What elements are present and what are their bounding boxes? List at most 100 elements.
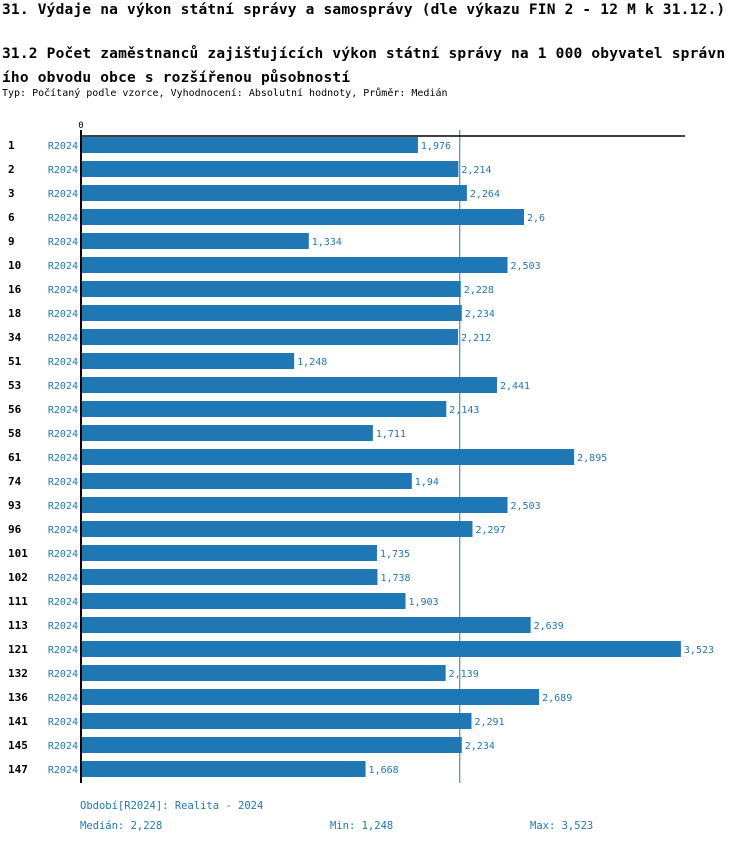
bar <box>82 569 378 585</box>
series-label: R2024 <box>48 573 78 584</box>
category-label: 51 <box>8 355 22 368</box>
value-label: 2,143 <box>449 405 479 416</box>
page-title: 31. Výdaje na výkon státní správy a samo… <box>2 2 726 18</box>
bar <box>82 329 459 345</box>
value-label: 3,523 <box>684 645 714 656</box>
bar <box>82 233 309 249</box>
series-label: R2024 <box>48 237 78 248</box>
category-label: 113 <box>8 619 28 632</box>
bar <box>82 713 472 729</box>
chart-title-line-2: ího obvodu obce s rozšířenou působností <box>2 70 351 86</box>
value-label: 2,503 <box>511 501 541 512</box>
value-label: 1,738 <box>380 573 410 584</box>
value-label: 2,214 <box>461 165 491 176</box>
series-label: R2024 <box>48 477 78 488</box>
series-label: R2024 <box>48 597 78 608</box>
category-label: 3 <box>8 187 15 200</box>
bar <box>82 497 508 513</box>
chart-title-line-1: 31.2 Počet zaměstnanců zajišťujících výk… <box>2 46 726 62</box>
series-label: R2024 <box>48 357 78 368</box>
category-label: 74 <box>8 475 22 488</box>
bar <box>82 257 508 273</box>
category-label: 136 <box>8 691 28 704</box>
value-label: 1,668 <box>369 765 399 776</box>
value-label: 1,976 <box>421 141 451 152</box>
category-label: 101 <box>8 547 28 560</box>
series-label: R2024 <box>48 693 78 704</box>
bar-chart: 1 R2024 1,976 2 R2024 2,214 3 R2024 2,264 6 R2024 2… <box>8 121 714 783</box>
category-label: 56 <box>8 403 22 416</box>
value-label: 2,234 <box>465 309 495 320</box>
series-label: R2024 <box>48 741 78 752</box>
series-label: R2024 <box>48 645 78 656</box>
bar <box>82 449 575 465</box>
series-label: R2024 <box>48 213 78 224</box>
category-label: 145 <box>8 739 28 752</box>
series-label: R2024 <box>48 333 78 344</box>
bar <box>82 641 681 657</box>
series-label: R2024 <box>48 765 78 776</box>
bar <box>82 617 531 633</box>
value-label: 1,711 <box>376 429 406 440</box>
value-label: 2,291 <box>474 717 504 728</box>
value-label: 2,689 <box>542 693 572 704</box>
bar <box>82 737 462 753</box>
category-label: 96 <box>8 523 22 536</box>
category-label: 34 <box>8 331 22 344</box>
series-label: R2024 <box>48 669 78 680</box>
bar <box>82 353 295 369</box>
value-label: 2,228 <box>464 285 494 296</box>
value-label: 2,234 <box>465 741 495 752</box>
category-label: 102 <box>8 571 28 584</box>
value-label: 2,639 <box>534 621 564 632</box>
value-label: 1,334 <box>312 237 342 248</box>
series-label: R2024 <box>48 309 78 320</box>
series-label: R2024 <box>48 501 78 512</box>
bar <box>82 305 462 321</box>
series-label: R2024 <box>48 525 78 536</box>
category-label: 111 <box>8 595 28 608</box>
bar <box>82 401 447 417</box>
chart-title: 31.2 Počet zaměstnanců zajišťujících výk… <box>2 42 725 90</box>
value-label: 1,248 <box>297 357 327 368</box>
value-label: 2,441 <box>500 381 530 392</box>
category-label: 121 <box>8 643 28 656</box>
series-label: R2024 <box>48 549 78 560</box>
series-label: R2024 <box>48 141 78 152</box>
footer-min: Min: 1,248 <box>330 820 394 832</box>
series-label: R2024 <box>48 429 78 440</box>
category-label: 1 <box>8 139 15 152</box>
value-label: 2,6 <box>527 213 545 224</box>
series-label: R2024 <box>48 453 78 464</box>
category-label: 58 <box>8 427 21 440</box>
series-label: R2024 <box>48 285 78 296</box>
value-label: 1,94 <box>415 477 439 488</box>
value-label: 1,903 <box>409 597 439 608</box>
category-label: 61 <box>8 451 22 464</box>
value-label: 2,297 <box>475 525 505 536</box>
category-label: 53 <box>8 379 21 392</box>
value-label: 1,735 <box>380 549 410 560</box>
category-label: 141 <box>8 715 28 728</box>
bar <box>82 377 497 393</box>
bar <box>82 521 473 537</box>
bar <box>82 593 406 609</box>
series-label: R2024 <box>48 189 78 200</box>
footer-median: Medián: 2,228 <box>80 820 163 832</box>
series-label: R2024 <box>48 261 78 272</box>
chart-meta: Typ: Počítaný podle vzorce, Vyhodnocení:… <box>2 88 448 99</box>
series-label: R2024 <box>48 165 78 176</box>
series-label: R2024 <box>48 381 78 392</box>
bar <box>82 473 412 489</box>
category-label: 18 <box>8 307 21 320</box>
category-label: 16 <box>8 283 22 296</box>
series-label: R2024 <box>48 405 78 416</box>
value-label: 2,895 <box>577 453 607 464</box>
value-label: 2,139 <box>449 669 479 680</box>
bar <box>82 209 524 225</box>
bar <box>82 689 540 705</box>
bar <box>82 665 446 681</box>
bar <box>82 137 418 153</box>
bar <box>82 161 459 177</box>
value-label: 2,264 <box>470 189 500 200</box>
